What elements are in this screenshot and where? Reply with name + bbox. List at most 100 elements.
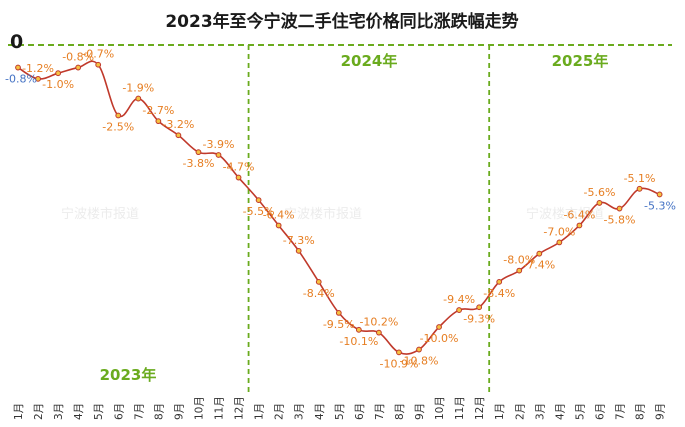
data-point <box>135 95 142 102</box>
data-label: -0.8% <box>5 73 37 86</box>
x-tick-label: 5月 <box>93 403 105 420</box>
data-point <box>115 112 122 119</box>
x-tick-label: 1月 <box>494 403 506 420</box>
data-point <box>295 247 302 254</box>
data-point <box>15 64 21 71</box>
data-labels: -0.8%-1.2%-1.0%-0.8%-0.7%-2.5%-1.9%-2.7%… <box>5 48 676 371</box>
data-point <box>155 118 162 125</box>
data-point <box>396 349 402 356</box>
data-point <box>376 329 382 336</box>
x-axis-ticks: 1月 2月 3月 4月 5月 6月 7月 8月 9月 10月 11月 12月 1月 2月 3月 4月 5月 6月 7… <box>13 396 667 420</box>
data-label: -8.4% <box>483 287 515 300</box>
data-point <box>95 61 102 68</box>
data-point <box>636 185 643 192</box>
x-tick-label: 9月 <box>655 403 667 420</box>
data-label: -1.0% <box>42 78 74 91</box>
x-tick-label: 6月 <box>113 403 125 420</box>
data-point <box>175 132 182 139</box>
data-label: -5.5% <box>243 205 275 218</box>
x-tick-label: 6月 <box>594 403 606 420</box>
year-label-2024: 2024年 <box>341 52 398 70</box>
data-label: -1.2% <box>22 62 54 75</box>
x-tick-label: 9月 <box>414 403 426 420</box>
x-tick-label: 12月 <box>234 396 246 420</box>
data-point <box>75 64 82 71</box>
x-tick-label: 8月 <box>635 403 647 420</box>
watermark-text: 宁波楼市报道 <box>526 206 604 222</box>
data-point <box>335 310 342 316</box>
x-tick-label: 7月 <box>374 403 386 420</box>
zero-label: 0 <box>10 31 23 53</box>
data-point <box>195 149 202 156</box>
data-label: -6.4% <box>563 208 595 221</box>
x-tick-label: 7月 <box>133 403 145 420</box>
chart-title: 2023年至今宁波二手住宅价格同比涨跌幅走势 <box>165 11 518 32</box>
data-label: -7.0% <box>543 225 575 238</box>
data-label: -4.7% <box>223 161 255 174</box>
x-tick-label: 8月 <box>153 403 165 420</box>
x-tick-label: 4月 <box>314 403 326 420</box>
data-label: -5.1% <box>624 172 656 185</box>
data-point <box>596 200 603 206</box>
year-label-2025: 2025年 <box>552 52 609 70</box>
data-point <box>496 278 503 285</box>
data-label: -1.9% <box>122 82 154 95</box>
data-point <box>516 267 523 274</box>
x-tick-label: 5月 <box>334 403 346 420</box>
data-point <box>536 250 543 257</box>
x-tick-label: 4月 <box>73 403 85 420</box>
x-tick-label: 11月 <box>214 396 226 420</box>
data-point <box>436 324 442 330</box>
data-point <box>556 239 563 246</box>
watermark-layer: 宁波楼市报道 宁波楼市报道 宁波楼市报道 <box>61 206 604 222</box>
data-point <box>656 191 663 198</box>
data-label: -8.4% <box>303 287 335 300</box>
year-dividers <box>247 45 491 392</box>
data-label: -9.5% <box>323 318 355 331</box>
x-tick-label: 2月 <box>33 403 45 420</box>
x-tick-label: 11月 <box>454 396 466 420</box>
data-label: -3.2% <box>162 118 194 131</box>
watermark-text: 宁波楼市报道 <box>61 206 139 222</box>
x-tick-label: 3月 <box>534 403 546 420</box>
x-tick-label: 6月 <box>354 403 366 420</box>
watermark-text: 宁波楼市报道 <box>284 206 362 222</box>
x-tick-label: 12月 <box>474 396 486 420</box>
x-tick-label: 5月 <box>574 403 586 420</box>
data-markers <box>15 61 663 356</box>
x-tick-label: 4月 <box>554 403 566 420</box>
data-label: -0.8% <box>62 51 94 64</box>
data-point <box>255 197 262 204</box>
data-point <box>416 346 422 353</box>
x-tick-label: 9月 <box>173 403 185 420</box>
data-label: -8.0% <box>503 254 535 267</box>
year-label-2023: 2023年 <box>100 366 157 384</box>
x-tick-label: 1月 <box>13 403 25 420</box>
data-label: -2.5% <box>102 121 134 134</box>
data-label: -3.8% <box>182 157 214 170</box>
data-point <box>576 222 583 229</box>
data-label: -10.1% <box>339 335 378 348</box>
x-tick-label: 10月 <box>434 396 446 420</box>
data-label: -0.7% <box>82 48 114 61</box>
data-label: -5.3% <box>644 199 676 212</box>
data-point <box>355 326 362 333</box>
x-tick-label: 2月 <box>274 403 286 420</box>
x-tick-label: 10月 <box>193 396 205 420</box>
data-label: -7.4% <box>523 259 555 272</box>
data-label: -10.8% <box>400 355 439 368</box>
data-point <box>215 152 222 158</box>
x-tick-label: 3月 <box>294 403 306 420</box>
x-tick-label: 8月 <box>394 403 406 420</box>
data-label: -10.0% <box>420 332 459 345</box>
data-label: -10.9% <box>379 357 418 370</box>
data-label: -10.2% <box>359 316 398 329</box>
data-label: -9.4% <box>443 293 475 306</box>
data-point <box>315 278 322 285</box>
x-tick-label: 3月 <box>53 403 65 420</box>
x-tick-label: 1月 <box>254 403 266 420</box>
data-point <box>476 304 483 311</box>
data-label: -2.7% <box>142 104 174 117</box>
